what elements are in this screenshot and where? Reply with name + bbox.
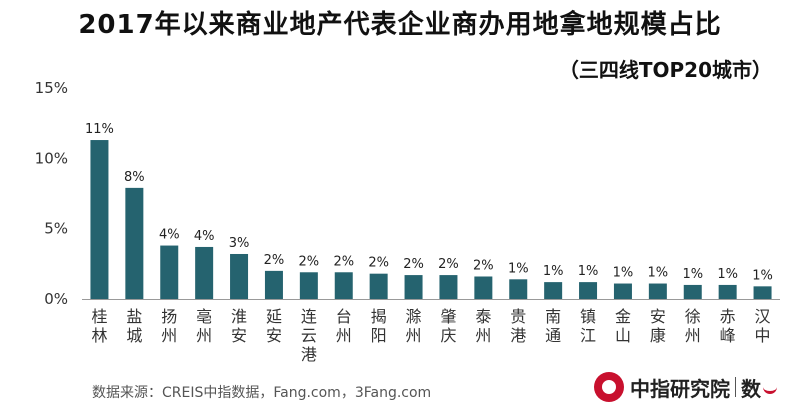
x-tick-label: 镇江: [580, 307, 596, 345]
bar: [753, 286, 772, 299]
data-label: 1%: [752, 268, 773, 283]
bar: [125, 187, 144, 299]
data-label: 3%: [229, 236, 250, 251]
x-tick-label: 滁州: [406, 307, 422, 345]
bar: [648, 283, 667, 299]
bar: [613, 283, 632, 299]
bar: [439, 275, 458, 299]
data-label: 2%: [403, 257, 424, 272]
x-tick-label: 泰州: [475, 307, 491, 345]
data-label: 4%: [159, 228, 180, 243]
data-source-note: 数据来源：CREIS中指数据，Fang.com，3Fang.com: [92, 385, 432, 401]
logo-swoosh-icon: [763, 381, 777, 394]
x-tick-label: 肇庆: [440, 307, 456, 345]
bar: [334, 272, 353, 299]
x-tick-label: 淮安: [231, 307, 247, 345]
y-tick-label: 15%: [35, 79, 68, 97]
chart-title: 2017年以来商业地产代表企业商办用地拿地规模占比: [78, 10, 722, 40]
bar: [544, 282, 563, 299]
x-tick-label: 贵港: [510, 307, 526, 345]
bar: [509, 279, 528, 299]
bar: [474, 276, 493, 299]
data-label: 8%: [124, 170, 145, 185]
logo-icon: [594, 372, 624, 402]
x-tick-label: 揭阳: [371, 307, 387, 345]
x-tick-label: 盐城: [126, 307, 142, 345]
logo-suffix: 数: [741, 376, 761, 401]
data-label: 1%: [543, 264, 564, 279]
x-tick-label: 徐州: [685, 307, 701, 345]
x-tick-label: 南通: [545, 307, 561, 345]
bar: [404, 275, 423, 299]
logo-name: 中指研究院: [630, 376, 730, 401]
data-label: 2%: [368, 256, 389, 271]
bar: [579, 282, 598, 299]
bar: [369, 273, 388, 299]
bar: [160, 245, 179, 299]
x-tick-label: 扬州: [161, 307, 177, 345]
data-label: 11%: [85, 122, 114, 137]
bar: [718, 284, 737, 299]
bar: [90, 140, 109, 299]
x-tick-label: 安康: [650, 307, 666, 345]
data-label: 2%: [333, 254, 354, 269]
data-label: 1%: [508, 261, 529, 276]
data-label: 1%: [648, 266, 669, 281]
data-label: 1%: [682, 267, 703, 282]
data-label: 1%: [717, 267, 738, 282]
x-tick-label: 连云港: [301, 307, 317, 364]
data-label: 2%: [264, 253, 285, 268]
bar: [230, 253, 249, 299]
logo-divider: [735, 377, 736, 397]
data-label: 2%: [438, 257, 459, 272]
x-tick-label: 汉中: [755, 307, 771, 345]
data-label: 1%: [613, 266, 634, 281]
data-label: 1%: [578, 264, 599, 279]
y-tick-label: 10%: [35, 149, 68, 167]
data-label: 2%: [473, 258, 494, 273]
bar: [683, 284, 702, 299]
data-label: 2%: [299, 254, 320, 269]
x-tick-label: 金山: [615, 307, 631, 345]
bar: [264, 270, 283, 299]
y-tick-label: 0%: [44, 290, 68, 308]
data-label: 4%: [194, 229, 215, 244]
company-logo: 中指研究院 数: [594, 372, 777, 402]
x-tick-label: 赤峰: [720, 307, 736, 345]
bar: [299, 272, 318, 299]
bar: [195, 246, 214, 299]
x-tick-label: 延安: [266, 307, 282, 345]
x-tick-label: 桂林: [91, 307, 107, 345]
chart-subtitle: （三四线TOP20城市）: [558, 58, 772, 82]
x-tick-label: 台州: [336, 307, 352, 345]
y-tick-label: 5%: [44, 220, 68, 238]
x-tick-label: 亳州: [196, 307, 212, 345]
